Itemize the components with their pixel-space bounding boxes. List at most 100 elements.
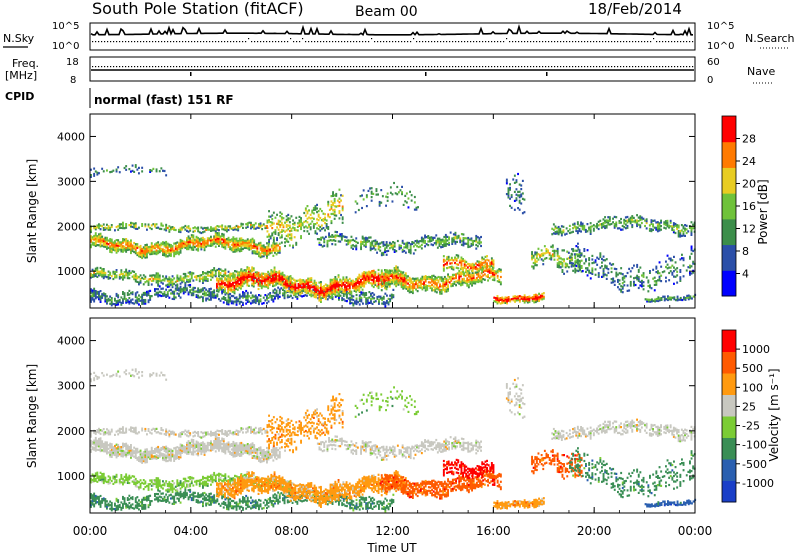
power-cell (90, 274, 92, 277)
power-cell (380, 285, 383, 288)
power-cell (450, 277, 453, 280)
power-cell (338, 217, 341, 220)
power-cell (337, 285, 340, 288)
power-cell (94, 297, 97, 300)
power-cell (160, 294, 163, 298)
nave-dot (539, 66, 541, 68)
power-cell (130, 239, 132, 242)
power-cell (459, 275, 462, 278)
power-cell (342, 293, 345, 296)
power-cell (115, 246, 118, 249)
power-cell (227, 270, 230, 273)
power-cell (288, 295, 291, 298)
power-cell (112, 277, 115, 281)
power-cell (149, 249, 152, 252)
power-cell (328, 293, 330, 296)
power-cell (133, 224, 136, 227)
power-cell (419, 286, 422, 289)
power-cell (122, 278, 124, 281)
power-cell (237, 245, 240, 248)
nave-dot (239, 66, 241, 68)
power-cell (464, 274, 467, 277)
power-cell (318, 281, 321, 284)
power-cell (320, 300, 322, 303)
power-cell (374, 241, 377, 244)
power-cell (337, 234, 340, 238)
power-cell (384, 292, 387, 295)
power-cell (347, 241, 350, 244)
power-cell (340, 238, 343, 241)
power-cell (312, 294, 315, 297)
power-cell (171, 246, 174, 250)
power-cell (102, 269, 105, 272)
power-cell (384, 278, 387, 281)
power-cell (107, 239, 110, 242)
power-cell (490, 275, 493, 278)
nave-dot (131, 66, 133, 68)
power-cell (210, 244, 212, 247)
power-cell (299, 280, 302, 283)
power-cell (477, 275, 480, 278)
nsearch-dot (485, 41, 487, 43)
power-cell (408, 276, 411, 279)
power-cell (425, 236, 428, 239)
nsearch-dot (158, 41, 160, 43)
power-cell (138, 246, 140, 249)
power-cell (122, 298, 124, 301)
power-cell (278, 248, 281, 251)
power-cell (104, 296, 107, 299)
power-cell (179, 240, 182, 243)
nave-dot (161, 66, 163, 68)
power-cell (246, 293, 249, 296)
power-cell (475, 240, 478, 243)
power-cell (298, 215, 301, 218)
power-cell (114, 245, 116, 248)
power-cell (490, 271, 493, 275)
power-cell (225, 283, 228, 286)
power-cell (286, 275, 289, 278)
power-cell (232, 239, 235, 243)
power-cell (106, 244, 108, 247)
nsearch-dot (386, 41, 388, 43)
power-cell (461, 278, 464, 281)
power-cell (224, 243, 227, 247)
power-cell (543, 245, 546, 248)
power-cell (362, 291, 364, 294)
power-cell (141, 299, 144, 302)
nave-dot (413, 66, 415, 68)
power-cell (262, 248, 265, 251)
power-cell (216, 288, 219, 291)
power-cell (336, 231, 338, 234)
power-cell (272, 236, 275, 239)
nsearch-dot (113, 41, 115, 43)
power-cell (165, 294, 168, 297)
power-cell (415, 283, 417, 286)
power-cell (353, 280, 356, 283)
power-cell (566, 270, 569, 273)
nsearch-dot (407, 41, 409, 43)
power-cell (269, 215, 272, 218)
nave-dot (329, 66, 331, 68)
power-cell (266, 247, 268, 250)
power-cell (181, 290, 184, 293)
power-cell (123, 297, 126, 300)
power-cell (424, 239, 426, 243)
power-cell (187, 240, 190, 243)
power-cell (466, 280, 469, 284)
nave-dot (644, 66, 646, 68)
nave-dot (137, 66, 139, 68)
power-cell (327, 213, 330, 216)
power-cell (413, 277, 416, 280)
power-cell (150, 279, 153, 282)
nave-dot (407, 66, 409, 68)
power-cell (407, 275, 409, 278)
power-cell (222, 296, 225, 299)
power-cell (96, 268, 99, 271)
power-cell (249, 275, 252, 278)
power-cell (259, 283, 262, 286)
power-cell (377, 274, 380, 277)
nave-dot (209, 66, 211, 68)
power-cell (248, 300, 251, 303)
nave-dot (386, 66, 388, 68)
power-cell (318, 299, 321, 302)
